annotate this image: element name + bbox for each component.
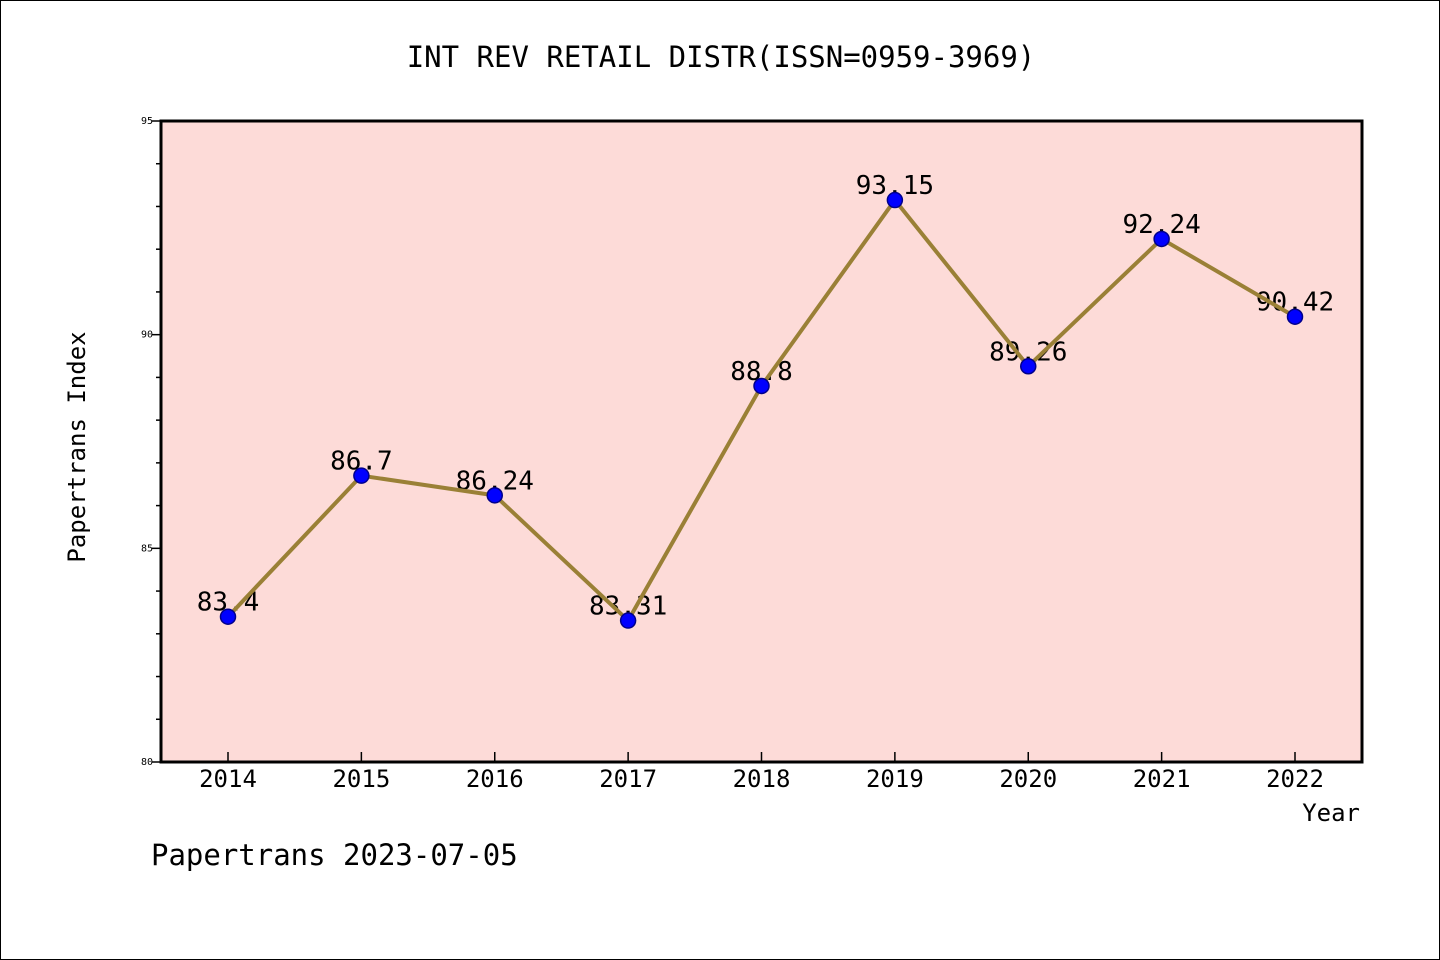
data-point	[486, 487, 503, 504]
x-tick-label: 2017	[599, 765, 657, 793]
data-point	[619, 612, 637, 629]
x-tick-label: 2020	[999, 765, 1057, 793]
data-point	[219, 608, 237, 625]
data-point	[1153, 230, 1170, 248]
data-point	[1286, 308, 1304, 325]
x-tick-label: 2015	[332, 765, 390, 793]
footer-text: Papertrans 2023-07-05	[151, 838, 518, 872]
data-point	[1020, 358, 1037, 375]
y-axis-ticks: 80 85 90 95	[141, 116, 161, 768]
x-tick-label: 2021	[1133, 765, 1191, 793]
data-point	[886, 191, 904, 209]
y-tick-label: 90	[141, 330, 153, 341]
x-tick-label: 2019	[866, 765, 924, 793]
x-tick-label: 2018	[733, 765, 791, 793]
data-point	[753, 377, 770, 395]
x-tick-label: 2022	[1266, 765, 1324, 793]
x-tick-label: 2014	[199, 765, 257, 793]
y-axis-label: Papertrans Index	[63, 331, 91, 562]
plot-area	[159, 119, 1364, 764]
y-tick-label: 85	[141, 543, 153, 554]
x-tick-label: 2016	[466, 765, 524, 793]
x-axis-label: Year	[1302, 799, 1360, 827]
x-axis-ticks: 2014 2015 2016 2017 2018 2019 2020 2021 2022	[199, 752, 1324, 793]
chart-title: INT REV RETAIL DISTR(ISSN=0959-3969)	[407, 40, 1036, 74]
y-tick-label: 80	[141, 757, 153, 768]
y-tick-label: 95	[141, 116, 153, 127]
data-point	[353, 467, 370, 484]
series-line-group	[219, 191, 1304, 629]
